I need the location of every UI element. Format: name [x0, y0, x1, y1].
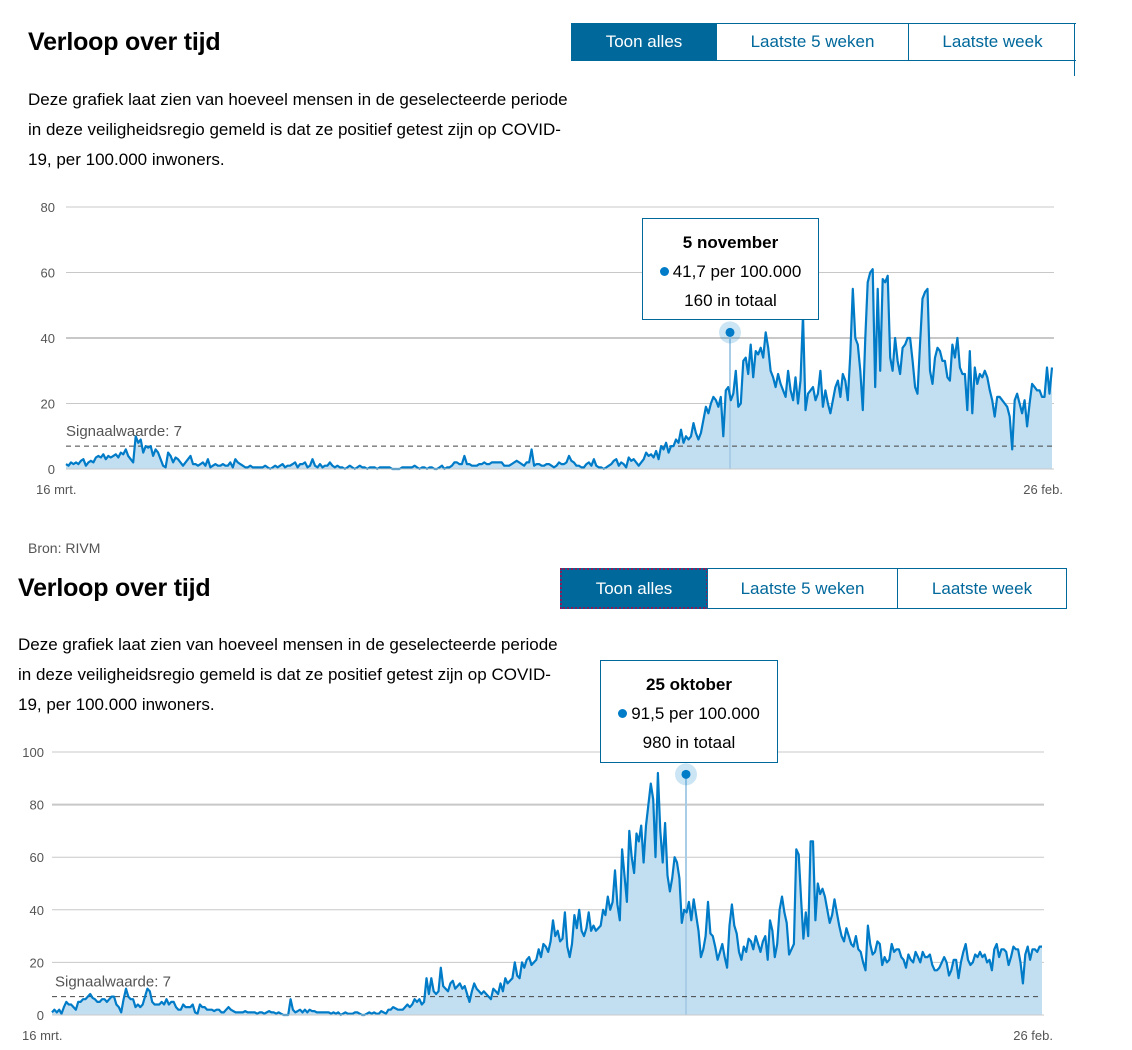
y-tick-label: 20	[30, 955, 44, 970]
panel-2: Verloop over tijd Deze grafiek laat zien…	[0, 560, 1132, 1050]
series-dot-icon	[618, 709, 628, 718]
tab-toon-alles[interactable]: Toon alles	[560, 568, 708, 609]
chart-1[interactable]: 0 20 40 60 80 Signaalwaarde: 7 16 mrt. 26 feb.	[0, 0, 1132, 520]
tooltip-date: 25 oktober	[646, 675, 732, 694]
tab-toon-alles[interactable]: Toon alles	[571, 23, 717, 61]
panel-title: Verloop over tijd	[18, 574, 211, 602]
series-line	[65, 268, 1054, 471]
series-area	[52, 773, 1042, 1015]
tooltip-total: 980 in totaal	[642, 733, 736, 752]
y-tick-label: 20	[41, 397, 55, 412]
series-dot-icon	[659, 267, 669, 276]
y-tick-label: 40	[41, 331, 55, 346]
period-tabs: Toon alles Laatste 5 weken Laatste week	[560, 568, 1067, 609]
tab-laatste-week[interactable]: Laatste week	[897, 568, 1067, 609]
series-line	[51, 771, 1042, 1017]
tooltip-total: 160 in totaal	[684, 291, 777, 310]
highlight-point	[681, 769, 691, 779]
source-label: Bron: RIVM	[28, 540, 101, 556]
x-tick-label: 26 feb.	[1013, 1028, 1053, 1043]
signal-value-label: Signaalwaarde: 7	[66, 423, 182, 440]
panel-description: Deze grafiek laat zien van hoeveel mense…	[28, 90, 568, 169]
y-tick-label: 60	[41, 266, 55, 281]
tooltip-value-row: 41,7 per 100.000	[643, 257, 818, 287]
tooltip-value-row: 91,5 per 100.000	[601, 699, 777, 729]
chart-tooltip: 5 november 41,7 per 100.000 160 in totaa…	[642, 218, 819, 320]
y-tick-label: 60	[30, 850, 44, 865]
chart-2[interactable]: 0 20 40 60 80 100 Signaalwaarde: 7 16 mrt. 26 fe…	[0, 560, 1132, 1050]
tooltip-date: 5 november	[682, 233, 779, 252]
x-tick-label: 16 mrt.	[22, 1028, 62, 1043]
period-tabs: Toon alles Laatste 5 weken Laatste week	[571, 23, 1076, 61]
highlight-point	[725, 327, 735, 337]
signal-value-label: Signaalwaarde: 7	[55, 974, 171, 991]
series-area	[66, 269, 1052, 469]
y-tick-label: 0	[37, 1008, 44, 1023]
tooltip-value: 41,7 per 100.000	[672, 262, 802, 281]
y-tick-label: 40	[30, 903, 44, 918]
panel-description: Deze grafiek laat zien van hoeveel mense…	[18, 635, 558, 714]
chart-tooltip: 25 oktober 91,5 per 100.000 980 in totaa…	[600, 660, 778, 763]
panel-title: Verloop over tijd	[28, 28, 221, 56]
tooltip-value: 91,5 per 100.000	[631, 704, 760, 723]
x-tick-label: 26 feb.	[1023, 482, 1063, 497]
panel-1: Verloop over tijd Deze grafiek laat zien…	[0, 0, 1132, 556]
y-tick-label: 100	[22, 745, 44, 760]
y-tick-label: 80	[30, 798, 44, 813]
tab-divider	[1074, 23, 1075, 76]
x-tick-label: 16 mrt.	[36, 482, 76, 497]
y-tick-label: 80	[41, 200, 55, 215]
tab-laatste-week[interactable]: Laatste week	[908, 23, 1076, 61]
tab-laatste-5-weken[interactable]: Laatste 5 weken	[707, 568, 898, 609]
y-tick-label: 0	[48, 462, 55, 477]
